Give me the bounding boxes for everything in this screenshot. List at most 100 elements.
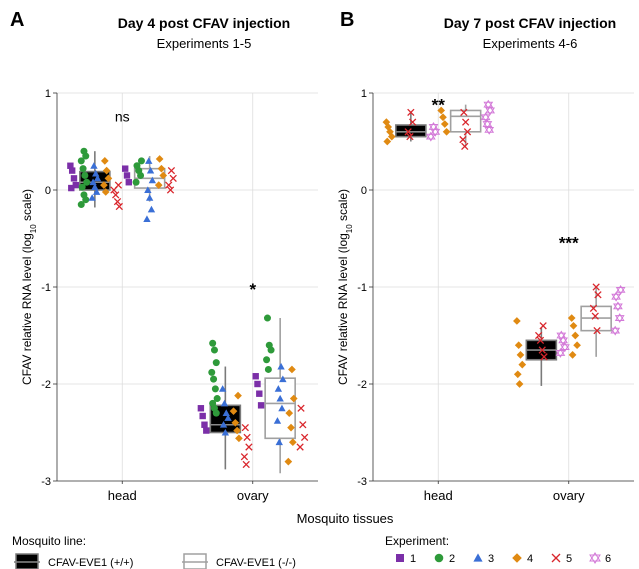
data-point-exp4	[287, 423, 295, 432]
marker-stroke	[461, 118, 470, 126]
legend-experiment-item: 4	[512, 553, 533, 565]
legend-experiments: 1 2 3 4 5 6	[396, 552, 611, 565]
legend-marker-exp5	[551, 553, 561, 563]
marker-stroke	[404, 128, 412, 136]
legend-marker-exp1	[396, 554, 404, 562]
marker-stroke	[165, 181, 173, 189]
data-point-exp3	[92, 188, 101, 195]
marker-stroke	[613, 303, 623, 312]
legend-line-item: CFAV-EVE1 (+/+)	[14, 553, 133, 569]
data-point-exp3	[220, 399, 229, 407]
legend-experiment-label: 2	[449, 553, 455, 565]
marker-stroke	[430, 128, 441, 137]
panel-a-letter: A	[10, 9, 24, 31]
legend-experiment-label: 6	[605, 553, 611, 565]
data-point-exp6	[555, 348, 566, 358]
x-axis-label: Mosquito tissues	[297, 511, 394, 526]
significance-label: ns	[115, 108, 130, 124]
data-point-exp5	[166, 186, 175, 194]
data-point-exp5	[245, 443, 253, 451]
data-point-exp5	[540, 353, 548, 361]
data-point-exp5	[113, 197, 122, 206]
data-point-exp4	[100, 157, 109, 165]
marker-stroke	[166, 186, 175, 194]
significance-label: **	[432, 96, 446, 115]
data-point-exp2	[137, 171, 145, 179]
data-point-exp6	[614, 313, 625, 323]
marker-stroke	[112, 191, 120, 199]
marker-stroke	[591, 312, 599, 320]
marker-stroke	[463, 128, 472, 136]
marker-stroke	[484, 124, 495, 133]
marker-stroke	[611, 291, 622, 300]
legend-lines: CFAV-EVE1 (+/+) CFAV-EVE1 (-/-)	[14, 553, 296, 569]
y-tick-label: 1	[361, 88, 367, 100]
data-point-exp5	[592, 283, 600, 291]
data-point-exp5	[589, 304, 598, 312]
panel-b-subtitle: Experiments 4-6	[483, 36, 578, 51]
data-point-exp2	[212, 409, 220, 417]
data-point-exp3	[278, 404, 286, 412]
data-point-exp4	[440, 120, 449, 128]
marker-stroke	[297, 404, 305, 412]
marker-stroke	[610, 325, 621, 334]
panel-a-subtitle: Experiments 1-5	[157, 36, 252, 51]
marker-stroke	[613, 301, 623, 310]
marker-stroke	[594, 291, 602, 299]
data-point-exp3	[144, 186, 152, 193]
marker-stroke	[115, 202, 123, 211]
data-point-exp6	[482, 119, 493, 129]
marker-stroke	[408, 118, 417, 126]
data-point-exp3	[279, 375, 287, 383]
marker-stroke	[615, 287, 626, 295]
data-point-exp5	[407, 108, 415, 117]
data-point-exp1	[256, 390, 263, 397]
data-point-exp2	[77, 201, 85, 209]
data-point-exp2	[78, 183, 86, 191]
data-point-exp4	[288, 365, 296, 374]
marker-stroke	[110, 186, 118, 194]
data-point-exp5	[169, 174, 177, 183]
data-point-exp4	[383, 137, 392, 146]
data-point-exp3	[275, 438, 283, 446]
marker-stroke	[299, 421, 307, 429]
data-point-exp5	[243, 433, 251, 442]
marker-stroke	[611, 293, 622, 302]
data-point-exp4	[513, 317, 521, 325]
data-point-exp4	[515, 380, 524, 388]
data-point-exp1	[70, 175, 78, 182]
marker-stroke	[589, 552, 601, 562]
marker-stroke	[242, 460, 250, 469]
data-point-exp4	[229, 407, 238, 415]
data-point-exp4	[514, 341, 523, 350]
data-point-exp1	[203, 427, 210, 434]
data-point-exp5	[534, 331, 543, 340]
legend-experiment-item: 6	[589, 552, 611, 565]
data-point-exp5	[594, 291, 602, 299]
data-point-exp6	[484, 124, 495, 135]
data-point-exp4	[100, 181, 108, 189]
data-point-exp6	[480, 112, 491, 123]
data-point-exp1	[121, 165, 129, 172]
data-point-exp4	[154, 181, 163, 189]
data-point-exp6	[425, 131, 436, 142]
data-point-exp5	[297, 404, 305, 412]
data-point-exp4	[234, 391, 242, 400]
x-tick-label: ovary	[553, 488, 585, 503]
panel-b-plot: -3 -2 -1 0 1 head ovary CFAV relative RNA level…	[336, 88, 634, 503]
data-point-exp4	[231, 418, 240, 427]
marker-stroke	[558, 335, 569, 344]
data-point-exp5	[112, 191, 120, 199]
data-point-exp6	[483, 99, 494, 110]
marker-stroke	[407, 108, 415, 117]
data-point-exp5	[110, 186, 118, 194]
data-point-exp5	[461, 118, 470, 126]
data-point-exp1	[252, 373, 259, 380]
marker-stroke	[555, 348, 566, 356]
data-point-exp3	[148, 176, 157, 184]
data-point-exp5	[463, 128, 472, 136]
data-point-exp6	[485, 105, 496, 116]
marker-stroke	[592, 283, 600, 291]
marker-stroke	[240, 453, 249, 461]
